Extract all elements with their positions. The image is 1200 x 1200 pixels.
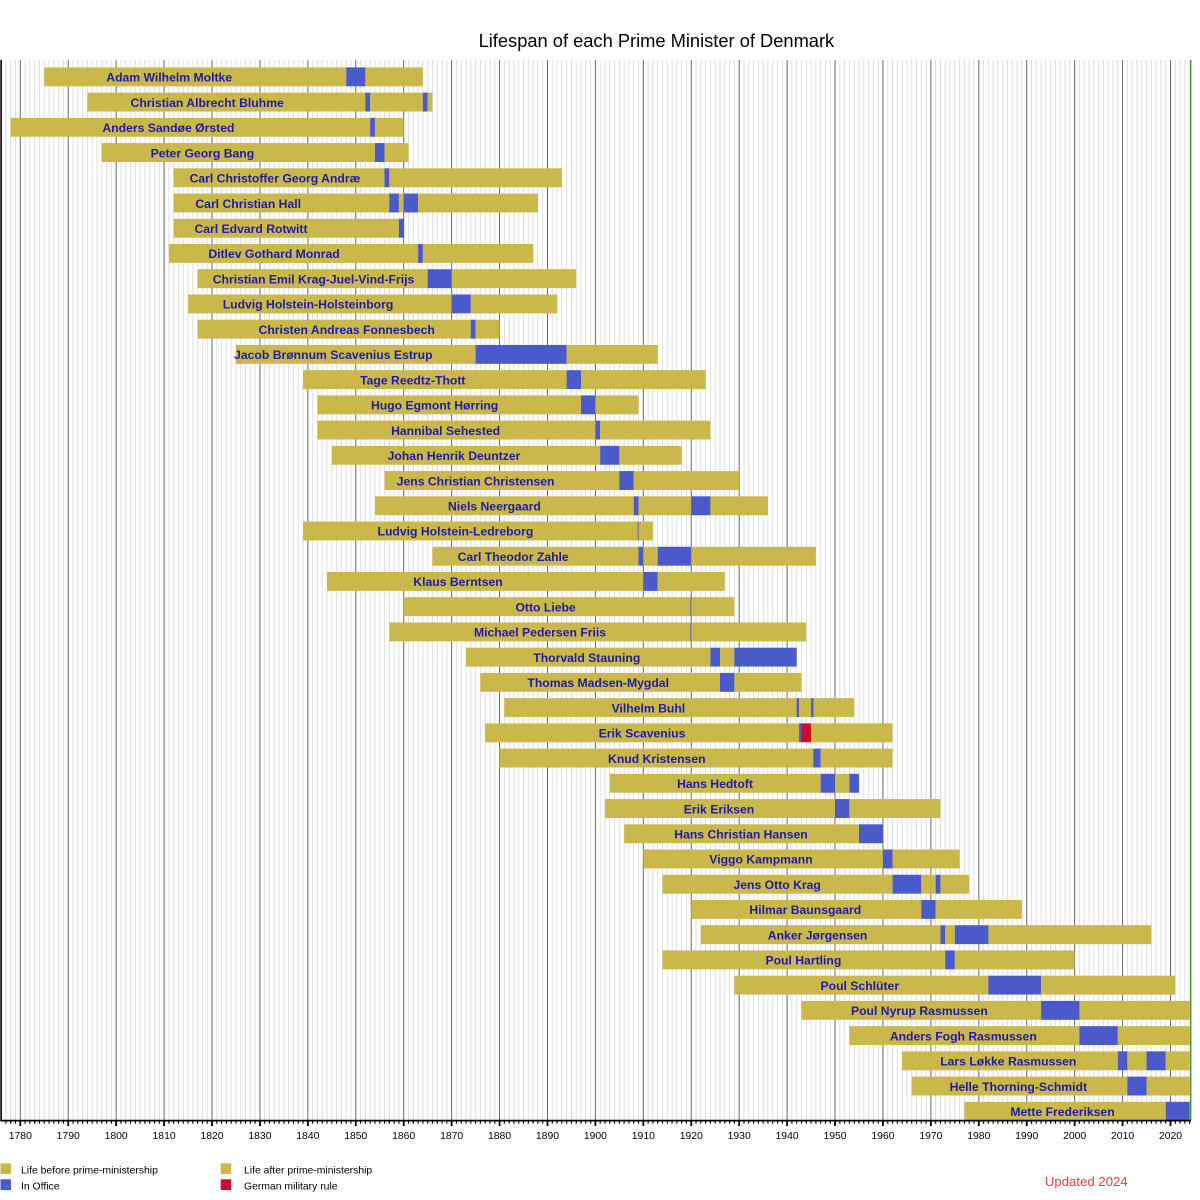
svg-text:German military rule: German military rule xyxy=(244,1182,338,1193)
svg-text:1910: 1910 xyxy=(632,1131,655,1142)
svg-text:2020: 2020 xyxy=(1159,1131,1182,1142)
svg-text:1800: 1800 xyxy=(105,1131,128,1142)
svg-text:1880: 1880 xyxy=(488,1131,511,1142)
svg-text:Erik Scavenius: Erik Scavenius xyxy=(599,727,686,741)
svg-text:1820: 1820 xyxy=(200,1131,223,1142)
svg-text:Poul Nyrup Rasmussen: Poul Nyrup Rasmussen xyxy=(851,1004,988,1018)
svg-text:Jens Otto Krag: Jens Otto Krag xyxy=(734,878,821,892)
svg-text:Carl Christian Hall: Carl Christian Hall xyxy=(195,197,301,211)
svg-text:Carl Theodor Zahle: Carl Theodor Zahle xyxy=(458,550,569,564)
svg-text:Lars Løkke Rasmussen: Lars Løkke Rasmussen xyxy=(940,1055,1076,1069)
svg-text:Poul Schlüter: Poul Schlüter xyxy=(821,979,900,993)
svg-text:Johan Henrik Deuntzer: Johan Henrik Deuntzer xyxy=(388,449,521,463)
svg-text:Ludvig Holstein-Holsteinborg: Ludvig Holstein-Holsteinborg xyxy=(223,298,394,312)
svg-text:Hannibal Sehested: Hannibal Sehested xyxy=(391,424,500,438)
svg-text:1900: 1900 xyxy=(584,1131,607,1142)
svg-text:1890: 1890 xyxy=(536,1131,559,1142)
svg-text:1950: 1950 xyxy=(823,1131,846,1142)
svg-text:Hilmar Baunsgaard: Hilmar Baunsgaard xyxy=(749,903,861,917)
svg-text:1840: 1840 xyxy=(296,1131,319,1142)
svg-text:1980: 1980 xyxy=(967,1131,990,1142)
svg-text:Mette Frederiksen: Mette Frederiksen xyxy=(1010,1105,1114,1119)
svg-text:Life before prime-ministership: Life before prime-ministership xyxy=(21,1166,158,1177)
svg-text:Anker Jørgensen: Anker Jørgensen xyxy=(768,928,868,942)
svg-text:Anders Sandøe Ørsted: Anders Sandøe Ørsted xyxy=(102,121,234,135)
svg-text:Niels Neergaard: Niels Neergaard xyxy=(448,500,541,514)
svg-text:1940: 1940 xyxy=(776,1131,799,1142)
svg-text:1990: 1990 xyxy=(1015,1131,1038,1142)
svg-text:1850: 1850 xyxy=(344,1131,367,1142)
svg-text:Poul Hartling: Poul Hartling xyxy=(765,954,841,968)
svg-text:1960: 1960 xyxy=(871,1131,894,1142)
svg-text:Christian Emil Krag-Juel-Vind-: Christian Emil Krag-Juel-Vind-Frijs xyxy=(213,272,415,286)
svg-text:Carl Edvard Rotwitt: Carl Edvard Rotwitt xyxy=(194,222,307,236)
svg-text:Jacob Brønnum Scavenius Estrup: Jacob Brønnum Scavenius Estrup xyxy=(234,348,432,362)
svg-text:Helle Thorning-Schmidt: Helle Thorning-Schmidt xyxy=(950,1080,1087,1094)
svg-text:Hans Hedtoft: Hans Hedtoft xyxy=(677,777,753,791)
svg-text:Carl Christoffer Georg Andræ: Carl Christoffer Georg Andræ xyxy=(190,172,361,186)
svg-text:In Office: In Office xyxy=(21,1182,60,1193)
svg-text:Updated 2024: Updated 2024 xyxy=(1045,1174,1128,1189)
svg-text:Peter Georg Bang: Peter Georg Bang xyxy=(151,146,255,160)
svg-text:Hugo Egmont Hørring: Hugo Egmont Hørring xyxy=(371,399,498,413)
svg-text:Thorvald Stauning: Thorvald Stauning xyxy=(533,651,640,665)
svg-text:Michael Pedersen Friis: Michael Pedersen Friis xyxy=(474,626,606,640)
svg-text:1920: 1920 xyxy=(680,1131,703,1142)
svg-text:1830: 1830 xyxy=(248,1131,271,1142)
svg-text:2010: 2010 xyxy=(1111,1131,1134,1142)
svg-text:1970: 1970 xyxy=(919,1131,942,1142)
svg-text:Knud Kristensen: Knud Kristensen xyxy=(608,752,706,766)
svg-text:Klaus Berntsen: Klaus Berntsen xyxy=(413,575,502,589)
svg-text:Thomas Madsen-Mygdal: Thomas Madsen-Mygdal xyxy=(527,676,669,690)
svg-text:Otto Liebe: Otto Liebe xyxy=(515,600,575,614)
svg-text:Vilhelm Buhl: Vilhelm Buhl xyxy=(612,701,686,715)
svg-text:Tage Reedtz-Thott: Tage Reedtz-Thott xyxy=(360,373,465,387)
svg-text:Anders Fogh Rasmussen: Anders Fogh Rasmussen xyxy=(890,1029,1037,1043)
svg-text:1930: 1930 xyxy=(728,1131,751,1142)
svg-text:Christen Andreas Fonnesbech: Christen Andreas Fonnesbech xyxy=(259,323,435,337)
svg-text:Ditlev Gothard Monrad: Ditlev Gothard Monrad xyxy=(208,247,339,261)
svg-text:Ludvig Holstein-Ledreborg: Ludvig Holstein-Ledreborg xyxy=(378,525,534,539)
svg-text:Hans Christian Hansen: Hans Christian Hansen xyxy=(674,828,807,842)
svg-text:1870: 1870 xyxy=(440,1131,463,1142)
svg-text:1860: 1860 xyxy=(392,1131,415,1142)
svg-text:1810: 1810 xyxy=(153,1131,176,1142)
svg-text:Erik Eriksen: Erik Eriksen xyxy=(684,802,754,816)
svg-text:Viggo Kampmann: Viggo Kampmann xyxy=(709,853,812,867)
svg-text:1780: 1780 xyxy=(9,1131,32,1142)
svg-text:Christian Albrecht Bluhme: Christian Albrecht Bluhme xyxy=(131,96,284,110)
svg-text:Adam Wilhelm Moltke: Adam Wilhelm Moltke xyxy=(106,71,232,85)
svg-text:1790: 1790 xyxy=(57,1131,80,1142)
svg-text:2000: 2000 xyxy=(1063,1131,1086,1142)
svg-text:Lifespan of each Prime Ministe: Lifespan of each Prime Minister of Denma… xyxy=(479,30,835,51)
svg-text:Life after prime-ministership: Life after prime-ministership xyxy=(244,1166,372,1177)
svg-text:Jens Christian Christensen: Jens Christian Christensen xyxy=(397,474,555,488)
